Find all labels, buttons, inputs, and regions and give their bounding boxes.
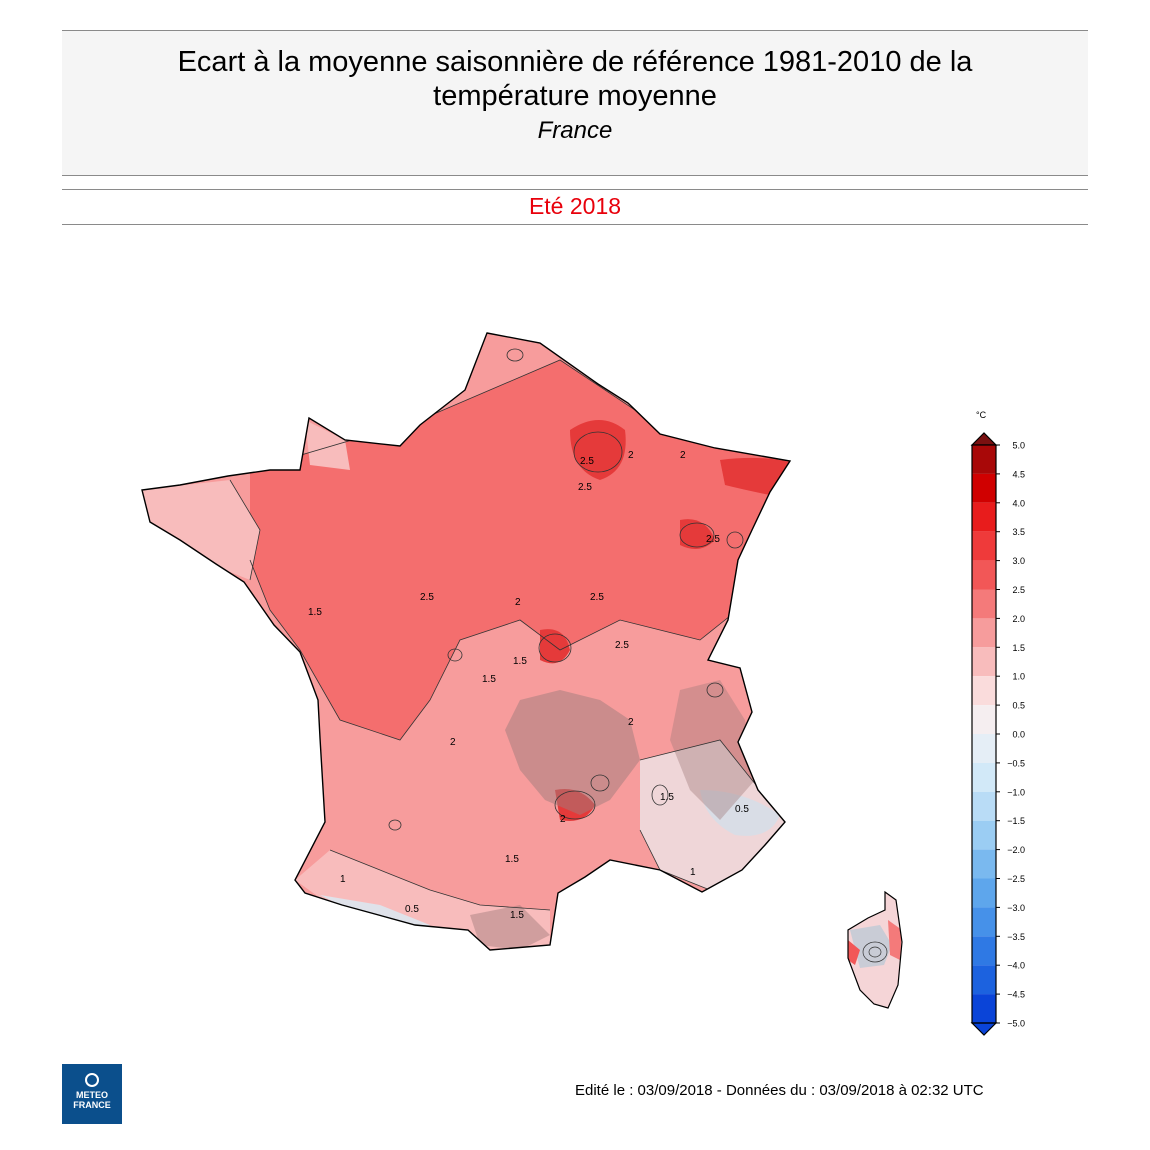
legend-tick-label: 2.0 (1012, 614, 1025, 624)
legend-color-swatch (972, 734, 996, 763)
contour-label: 2 (515, 597, 521, 608)
legend-color-swatch (972, 618, 996, 648)
corsica-warm-zone (888, 920, 902, 960)
legend-tick-label: 4.5 (1012, 469, 1025, 479)
legend-arrow-min (970, 1022, 998, 1036)
divider-top (62, 189, 1088, 190)
legend-color-swatch (972, 473, 996, 503)
legend-tick-label: −3.0 (1007, 903, 1025, 913)
legend-tick-label: −4.0 (1007, 961, 1025, 971)
corsica-mountain-zone (850, 925, 892, 968)
anomaly-zone-2-5-lorraine (680, 519, 715, 549)
contour-label: 2.5 (420, 592, 434, 603)
corsica-warm-west-zone (848, 940, 860, 965)
relief-massif-central (505, 690, 640, 815)
contour-label: 1.5 (308, 607, 322, 618)
legend-color-swatch (972, 531, 996, 561)
legend-color-swatch (972, 560, 996, 590)
meteo-france-logo-icon (85, 1073, 99, 1087)
anomaly-zone-2-5-ardennes (570, 420, 626, 480)
legend-color-swatch (972, 936, 996, 966)
contour-label: 2.5 (590, 592, 604, 603)
contour-label: 1 (690, 867, 696, 878)
contour-label: 2.5 (580, 456, 594, 467)
contour-label: 2.5 (578, 482, 592, 493)
contour-label: 2.5 (706, 534, 720, 545)
legend-tick-label: −0.5 (1007, 758, 1025, 768)
legend-tick-label: −1.5 (1007, 816, 1025, 826)
legend-tick-label: 2.5 (1012, 585, 1025, 595)
legend-color-swatch (972, 705, 996, 734)
legend-tick-label: 3.0 (1012, 556, 1025, 566)
corsica-coastline (847, 890, 903, 1009)
logo-line1: METEO (75, 1090, 108, 1100)
legend-tick-label: 1.0 (1012, 672, 1025, 682)
contour-label: 0.5 (735, 804, 749, 815)
map-region: France (537, 117, 613, 144)
contour-label: 1.5 (505, 854, 519, 865)
anomaly-zone-1-0-pyrenees (295, 850, 550, 950)
anomaly-zone-2-5-alsace (720, 457, 790, 495)
contour-label: 2 (450, 737, 456, 748)
legend-color-swatch (972, 676, 996, 706)
legend-tick-label: 0.0 (1012, 730, 1025, 740)
anomaly-zone-1-0-brittany (142, 480, 260, 580)
legend-tick-label: −3.5 (1007, 932, 1025, 942)
legend-tick-label: −1.0 (1007, 787, 1025, 797)
legend-color-swatch (972, 907, 996, 937)
legend-color-swatch (972, 589, 996, 619)
color-legend: 5.0 4.5 4.0 3.5 3.0 2.5 2.0 1.5 1.0 0.5 0.0 −0.5 −1.… (970, 432, 1025, 1036)
contour-label-group: 2.5 2 2 1.5 2.5 2 2.5 1.5 2 1.5 1 0.5 0.… (308, 450, 749, 921)
contour-label: 2 (628, 717, 634, 728)
legend-color-swatch (972, 878, 996, 908)
contour-label: 1.5 (513, 656, 527, 667)
corsica (847, 890, 903, 1009)
anomaly-zone-0-0-alpes-maritimes (700, 790, 780, 836)
contour-label: 2.5 (615, 640, 629, 651)
legend-color-swatch (972, 445, 996, 474)
contour-label: 1.5 (510, 910, 524, 921)
contour-label: 1.5 (482, 674, 496, 685)
legend-tick-label: −2.0 (1007, 845, 1025, 855)
contour-label: 1.5 (660, 792, 674, 803)
legend-color-swatch (972, 820, 996, 850)
relief-alps (670, 680, 755, 820)
divider-bottom (62, 224, 1088, 225)
map-title: Ecart à la moyenne saisonnière de référe… (177, 46, 973, 112)
legend-tick-label: −5.0 (1007, 1019, 1025, 1029)
legend-color-swatch (972, 502, 996, 532)
legend-arrow-max (970, 432, 998, 446)
mainland-france (142, 333, 790, 950)
legend-color-swatch (972, 965, 996, 995)
title-panel: Ecart à la moyenne saisonnière de référe… (62, 30, 1088, 176)
legend-tick-label: 0.5 (1012, 701, 1025, 711)
legend-color-swatch (972, 647, 996, 677)
anomaly-zone-1-0-cotentin (305, 420, 350, 470)
legend-color-swatch (972, 762, 996, 792)
logo-line2: FRANCE (73, 1100, 111, 1110)
legend-color-swatch (972, 994, 996, 1023)
legend-tick-label: −2.5 (1007, 874, 1025, 884)
legend-tick-label: 3.5 (1012, 527, 1025, 537)
legend-color-swatch (972, 791, 996, 821)
contour-label: 2 (628, 450, 634, 461)
anomaly-zone-2-0 (250, 360, 780, 740)
period-label: Eté 2018 (528, 193, 622, 219)
contour-label: 0.5 (405, 904, 419, 915)
legend-unit-label: °C (976, 410, 987, 420)
contour-label: 2 (560, 814, 566, 825)
legend-tick-label: 5.0 (1012, 441, 1025, 451)
legend-color-swatch (972, 849, 996, 879)
legend-tick-label: 4.0 (1012, 498, 1025, 508)
contour-label: 2 (680, 450, 686, 461)
meteo-france-logo: METEO FRANCE (62, 1064, 122, 1124)
relief-pyrenees (470, 905, 550, 950)
legend-tick-label: 1.5 (1012, 643, 1025, 653)
legend-tick-label: −4.5 (1007, 990, 1025, 1000)
contour-label: 1 (340, 874, 346, 885)
edition-footer: Edité le : 03/09/2018 - Données du : 03/… (575, 1082, 984, 1099)
